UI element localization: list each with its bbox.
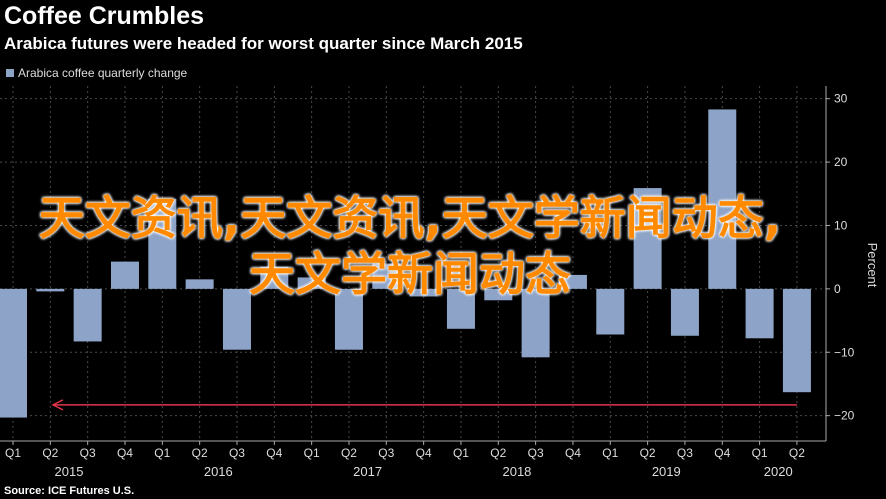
x-tick-label: Q4 [266, 446, 282, 460]
year-label: 2019 [652, 464, 681, 479]
year-label: 2020 [764, 464, 793, 479]
bar [633, 188, 662, 289]
bar [185, 279, 214, 289]
bar [708, 109, 737, 289]
bar [260, 266, 289, 289]
y-tick-label: 30 [834, 92, 848, 106]
bar [334, 288, 363, 350]
x-tick-label: Q2 [341, 446, 357, 460]
legend-swatch [6, 69, 14, 77]
bar [372, 263, 401, 289]
chart-legend: Arabica coffee quarterly change [6, 66, 187, 80]
year-label: 2017 [353, 464, 382, 479]
watermark-overlay-text: 天文资讯,天文资讯,天文学新闻动态,天文学新闻动态 [38, 191, 782, 301]
year-label: 2015 [55, 464, 84, 479]
source-note: Source: ICE Futures U.S. [4, 485, 135, 497]
y-tick-label: 0 [834, 282, 841, 296]
y-tick-label: 20 [834, 155, 848, 169]
x-tick-label: Q2 [192, 446, 208, 460]
x-tick-label: Q2 [42, 446, 58, 460]
y-tick-label: 10 [834, 218, 848, 232]
x-tick-label: Q3 [378, 446, 394, 460]
bar [446, 288, 475, 329]
x-tick-label: Q1 [154, 446, 170, 460]
x-tick-label: Q1 [304, 446, 320, 460]
annotation-arrow-head [51, 399, 64, 411]
x-tick-label: Q3 [229, 446, 245, 460]
x-tick-label: Q3 [528, 446, 544, 460]
x-tick-label: Q4 [565, 446, 581, 460]
chart-title: Coffee Crumbles [4, 2, 205, 30]
x-tick-label: Q1 [752, 446, 768, 460]
bar [596, 288, 625, 335]
chart-subtitle: Arabica futures were headed for worst qu… [4, 34, 523, 53]
x-tick-label: Q3 [677, 446, 693, 460]
y-tick-label: −10 [834, 345, 855, 359]
bar [110, 261, 139, 289]
bar [222, 288, 251, 350]
bar [409, 288, 438, 297]
x-tick-label: Q2 [490, 446, 506, 460]
bar [782, 288, 811, 393]
bar [36, 288, 65, 292]
y-axis-label: Percent [865, 243, 880, 288]
x-tick-label: Q2 [789, 446, 805, 460]
year-label: 2016 [204, 464, 233, 479]
bar [148, 198, 177, 289]
x-tick-label: Q4 [714, 446, 730, 460]
x-tick-label: Q4 [117, 446, 133, 460]
bar [521, 288, 550, 358]
x-tick-label: Q2 [640, 446, 656, 460]
year-label: 2018 [502, 464, 531, 479]
x-tick-label: Q1 [453, 446, 469, 460]
x-tick-label: Q1 [5, 446, 21, 460]
bar [0, 288, 27, 418]
x-tick-label: Q4 [416, 446, 432, 460]
x-tick-label: Q1 [602, 446, 618, 460]
bar [558, 274, 587, 289]
bar [297, 277, 326, 289]
bar [73, 288, 102, 342]
bar [484, 288, 513, 301]
bar [745, 288, 774, 339]
y-tick-label: −20 [834, 409, 855, 423]
bar [670, 288, 699, 336]
legend-label: Arabica coffee quarterly change [18, 66, 188, 80]
x-tick-label: Q3 [80, 446, 96, 460]
